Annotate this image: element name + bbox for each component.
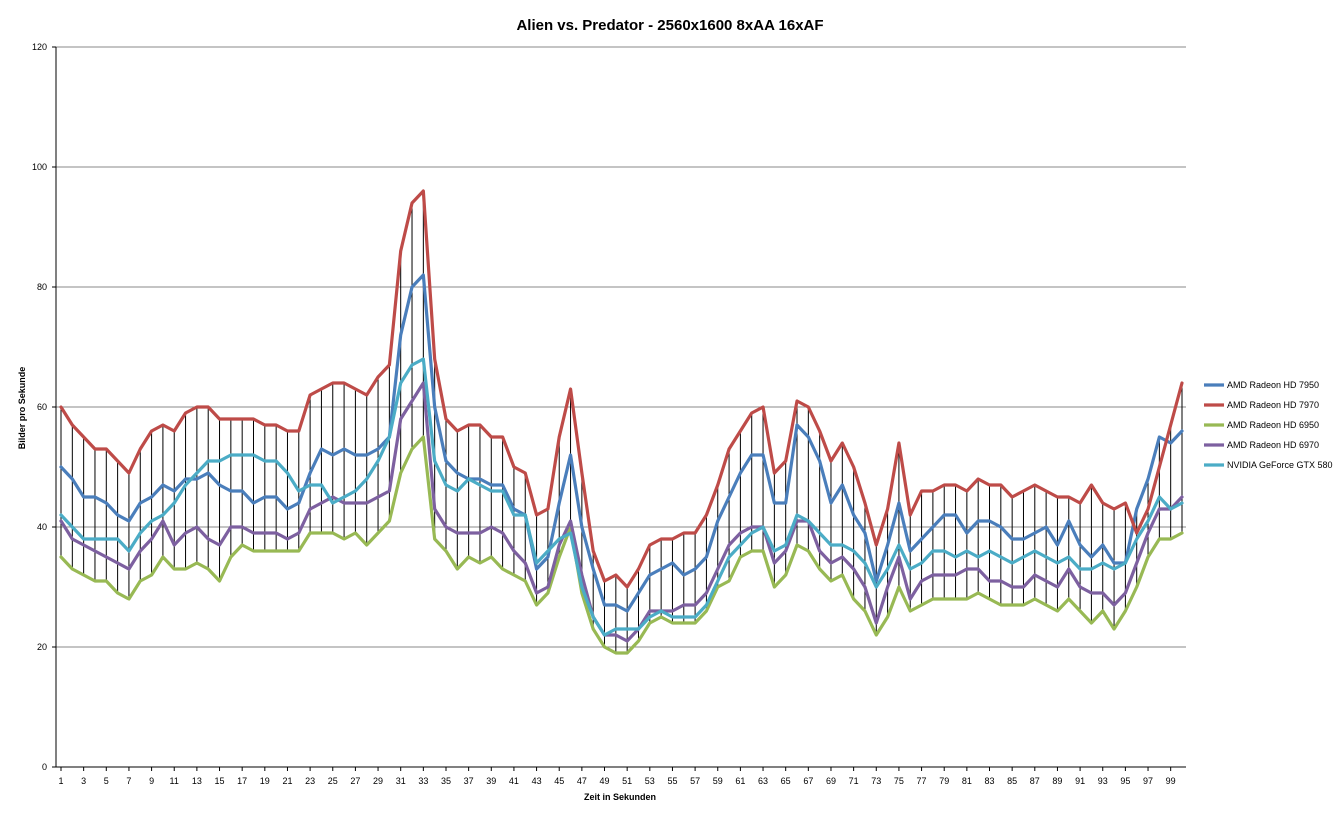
x-tick-label-91: 91 [1075,776,1085,786]
series-line-1 [59,273,1184,613]
x-tick-label-1: 1 [58,776,63,786]
x-tick-label-41: 41 [509,776,519,786]
x-tick-label-99: 99 [1166,776,1176,786]
x-tick-label-43: 43 [532,776,542,786]
x-tick-label-87: 87 [1030,776,1040,786]
x-tick-label-25: 25 [328,776,338,786]
legend-label-3: AMD Radeon HD 6950 [1227,420,1319,430]
x-tick-label-23: 23 [305,776,315,786]
chart-title: Alien vs. Predator - 2560x1600 8xAA 16xA… [516,17,823,34]
y-tick-label-80: 80 [37,282,47,292]
x-tick-label-29: 29 [373,776,383,786]
y-tick-label-120: 120 [32,42,47,52]
y-tick-label-40: 40 [37,522,47,532]
x-tick-label-31: 31 [396,776,406,786]
x-tick-label-47: 47 [577,776,587,786]
x-tick-label-27: 27 [350,776,360,786]
x-tick-label-67: 67 [803,776,813,786]
x-tick-label-39: 39 [486,776,496,786]
x-tick-label-89: 89 [1052,776,1062,786]
x-tick-label-57: 57 [690,776,700,786]
x-tick-label-33: 33 [418,776,428,786]
x-tick-label-75: 75 [894,776,904,786]
x-tick-label-61: 61 [735,776,745,786]
legend-label-5: NVIDIA GeForce GTX 580 [1227,460,1333,470]
x-tick-label-59: 59 [713,776,723,786]
x-tick-label-11: 11 [170,776,179,786]
x-tick-label-77: 77 [917,776,927,786]
y-tick-label-100: 100 [32,162,47,172]
series-line-4 [59,381,1184,643]
x-tick-label-13: 13 [192,776,202,786]
x-tick-label-83: 83 [984,776,994,786]
x-tick-label-53: 53 [645,776,655,786]
x-tick-label-81: 81 [962,776,972,786]
series-line-3 [59,435,1184,655]
y-tick-label-0: 0 [42,762,47,772]
x-tick-label-15: 15 [215,776,225,786]
x-tick-label-85: 85 [1007,776,1017,786]
x-tick-label-49: 49 [600,776,610,786]
y-tick-label-60: 60 [37,402,47,412]
x-tick-label-73: 73 [871,776,881,786]
x-tick-label-3: 3 [81,776,86,786]
x-tick-label-21: 21 [282,776,292,786]
x-tick-label-17: 17 [237,776,247,786]
x-tick-label-93: 93 [1098,776,1108,786]
x-tick-label-55: 55 [667,776,677,786]
x-tick-label-37: 37 [464,776,474,786]
x-tick-label-51: 51 [622,776,632,786]
x-tick-label-65: 65 [781,776,791,786]
x-tick-label-19: 19 [260,776,270,786]
series-line-5 [59,357,1184,637]
y-axis-label: Bilder pro Sekunde [17,367,27,450]
x-tick-label-35: 35 [441,776,451,786]
x-tick-label-5: 5 [104,776,109,786]
series-line-2 [59,189,1184,589]
x-tick-label-45: 45 [554,776,564,786]
legend-label-2: AMD Radeon HD 7970 [1227,400,1319,410]
x-tick-label-7: 7 [126,776,131,786]
x-tick-label-95: 95 [1120,776,1130,786]
x-tick-label-63: 63 [758,776,768,786]
x-tick-label-71: 71 [849,776,859,786]
legend-label-4: AMD Radeon HD 6970 [1227,440,1319,450]
x-tick-label-97: 97 [1143,776,1153,786]
legend: AMD Radeon HD 7950 AMD Radeon HD 7970 AMD … [1204,380,1333,470]
y-tick-label-20: 20 [37,642,47,652]
x-tick-label-9: 9 [149,776,154,786]
legend-label-1: AMD Radeon HD 7950 [1227,380,1319,390]
x-axis-label: Zeit in Sekunden [584,792,656,802]
x-tick-label-69: 69 [826,776,836,786]
x-tick-label-79: 79 [939,776,949,786]
